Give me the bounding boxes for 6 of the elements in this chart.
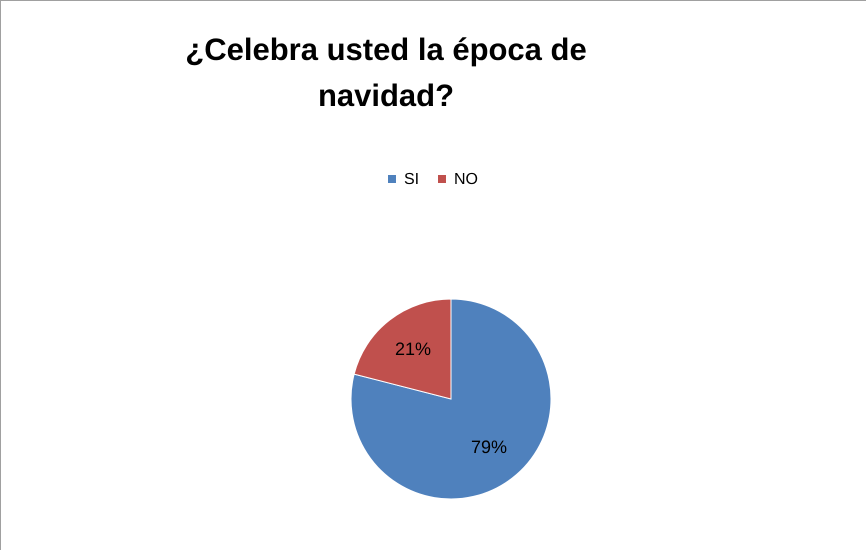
chart-title: ¿Celebra usted la época de navidad?: [185, 32, 587, 113]
legend-label: SI: [404, 171, 420, 188]
legend-label: NO: [454, 171, 478, 188]
pie-slice: [350, 298, 552, 500]
data-label: 79%: [470, 436, 508, 457]
data-label: 21%: [394, 339, 432, 360]
